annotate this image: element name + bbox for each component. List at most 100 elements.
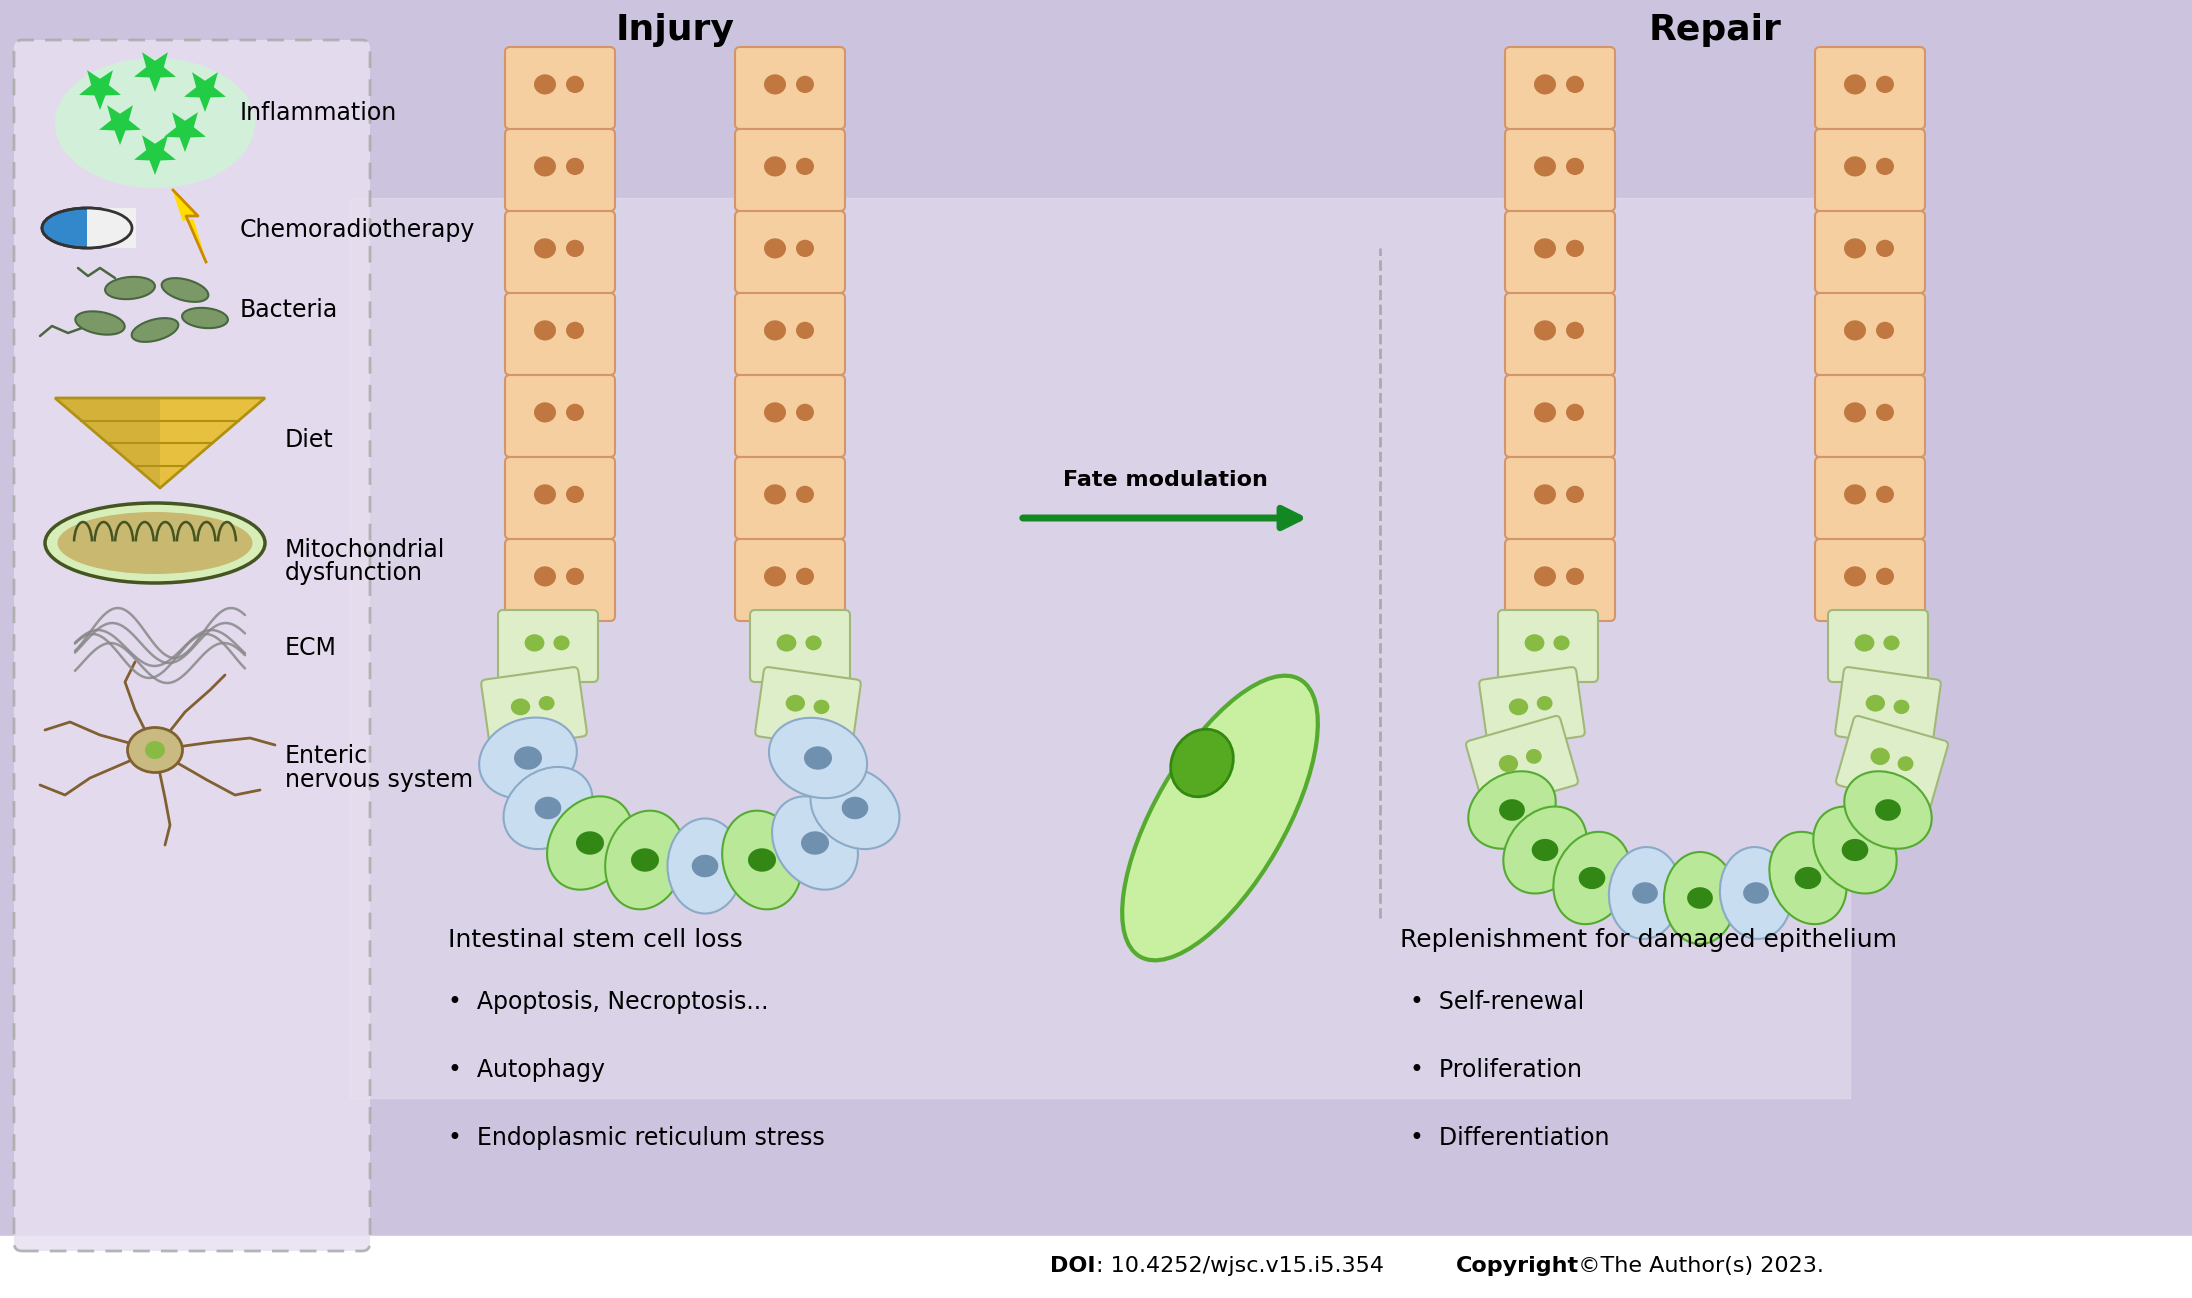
Ellipse shape — [1171, 729, 1234, 797]
Text: Injury: Injury — [616, 13, 734, 47]
Ellipse shape — [1688, 888, 1712, 909]
Ellipse shape — [1534, 484, 1556, 505]
Ellipse shape — [796, 322, 813, 339]
Text: •  Proliferation: • Proliferation — [1409, 1058, 1583, 1083]
Ellipse shape — [804, 636, 822, 650]
Ellipse shape — [1526, 635, 1545, 652]
Polygon shape — [79, 70, 121, 110]
Ellipse shape — [1843, 321, 1865, 340]
Ellipse shape — [566, 404, 583, 421]
Ellipse shape — [535, 156, 557, 177]
Text: Mitochondrial: Mitochondrial — [285, 537, 445, 562]
Text: Replenishment for damaged epithelium: Replenishment for damaged epithelium — [1401, 928, 1896, 951]
Ellipse shape — [1508, 698, 1528, 715]
FancyBboxPatch shape — [482, 667, 587, 749]
FancyBboxPatch shape — [1506, 47, 1616, 129]
Ellipse shape — [1537, 696, 1552, 710]
FancyBboxPatch shape — [1815, 539, 1925, 620]
FancyBboxPatch shape — [504, 375, 616, 457]
Ellipse shape — [1721, 848, 1793, 938]
Ellipse shape — [1532, 839, 1559, 861]
Ellipse shape — [1499, 755, 1519, 772]
Ellipse shape — [42, 208, 132, 248]
Ellipse shape — [1894, 700, 1909, 714]
Ellipse shape — [1769, 832, 1846, 924]
Ellipse shape — [1874, 800, 1900, 820]
FancyBboxPatch shape — [1815, 293, 1925, 375]
Ellipse shape — [1843, 771, 1931, 849]
Ellipse shape — [813, 700, 829, 714]
Ellipse shape — [1876, 567, 1894, 585]
Ellipse shape — [804, 746, 833, 770]
Ellipse shape — [1526, 749, 1541, 763]
Ellipse shape — [1876, 75, 1894, 93]
Ellipse shape — [566, 322, 583, 339]
FancyBboxPatch shape — [1480, 667, 1585, 749]
FancyBboxPatch shape — [734, 457, 844, 539]
FancyBboxPatch shape — [504, 293, 616, 375]
Ellipse shape — [535, 484, 557, 505]
Ellipse shape — [1534, 402, 1556, 422]
Ellipse shape — [1565, 404, 1585, 421]
Ellipse shape — [57, 511, 252, 574]
Ellipse shape — [535, 239, 557, 258]
Ellipse shape — [1876, 322, 1894, 339]
Text: dysfunction: dysfunction — [285, 561, 423, 585]
Text: ECM: ECM — [285, 636, 338, 659]
Ellipse shape — [1813, 806, 1896, 893]
Text: Copyright: Copyright — [1455, 1256, 1578, 1276]
FancyBboxPatch shape — [734, 129, 844, 212]
Ellipse shape — [1743, 883, 1769, 903]
Text: ©The Author(s) 2023.: ©The Author(s) 2023. — [1572, 1256, 1824, 1276]
Ellipse shape — [1854, 635, 1874, 652]
Ellipse shape — [1843, 239, 1865, 258]
Ellipse shape — [1876, 158, 1894, 175]
FancyBboxPatch shape — [734, 375, 844, 457]
Ellipse shape — [1499, 800, 1526, 820]
Ellipse shape — [776, 635, 796, 652]
Ellipse shape — [75, 312, 125, 335]
Ellipse shape — [1843, 484, 1865, 505]
Polygon shape — [55, 398, 265, 488]
Ellipse shape — [566, 485, 583, 504]
FancyBboxPatch shape — [504, 457, 616, 539]
Ellipse shape — [765, 484, 787, 505]
FancyBboxPatch shape — [734, 539, 844, 620]
Ellipse shape — [765, 566, 787, 587]
Polygon shape — [134, 135, 175, 175]
Ellipse shape — [552, 636, 570, 650]
FancyBboxPatch shape — [734, 293, 844, 375]
Ellipse shape — [1504, 806, 1587, 893]
Text: •  Endoplasmic reticulum stress: • Endoplasmic reticulum stress — [447, 1125, 824, 1150]
Ellipse shape — [1565, 485, 1585, 504]
Ellipse shape — [1609, 848, 1681, 938]
FancyBboxPatch shape — [504, 212, 616, 293]
Ellipse shape — [132, 318, 178, 341]
Ellipse shape — [1122, 676, 1317, 961]
Ellipse shape — [605, 811, 684, 910]
Ellipse shape — [631, 849, 660, 872]
Ellipse shape — [480, 718, 576, 798]
Ellipse shape — [513, 746, 541, 770]
Polygon shape — [173, 190, 206, 262]
Ellipse shape — [535, 321, 557, 340]
FancyBboxPatch shape — [1506, 457, 1616, 539]
FancyBboxPatch shape — [1497, 610, 1598, 681]
Ellipse shape — [765, 321, 787, 340]
Ellipse shape — [1876, 404, 1894, 421]
Text: •  Self-renewal: • Self-renewal — [1409, 990, 1585, 1014]
Ellipse shape — [535, 402, 557, 422]
Ellipse shape — [162, 278, 208, 302]
Ellipse shape — [1469, 771, 1556, 849]
FancyBboxPatch shape — [1828, 610, 1929, 681]
FancyBboxPatch shape — [1815, 47, 1925, 129]
Text: Chemoradiotherapy: Chemoradiotherapy — [239, 218, 476, 241]
Ellipse shape — [535, 566, 557, 587]
Ellipse shape — [693, 855, 719, 877]
Ellipse shape — [566, 75, 583, 93]
Ellipse shape — [796, 404, 813, 421]
Ellipse shape — [566, 240, 583, 257]
Ellipse shape — [182, 308, 228, 328]
Ellipse shape — [55, 58, 254, 188]
Text: Fate modulation: Fate modulation — [1063, 470, 1267, 491]
